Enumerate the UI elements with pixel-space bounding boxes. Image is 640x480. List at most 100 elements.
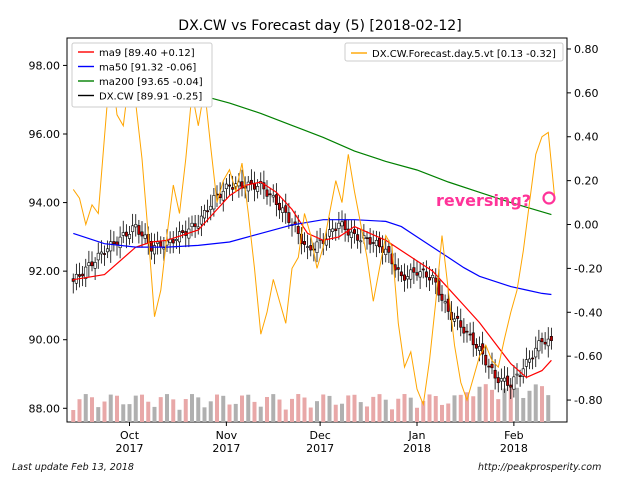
candle-body [315, 241, 319, 253]
volume-bar [208, 401, 213, 422]
volume-bar [427, 394, 432, 422]
candle-body [112, 241, 116, 245]
candle-body [487, 365, 491, 368]
volume-bar [90, 397, 94, 422]
volume-bar [127, 404, 132, 422]
volume-bar [183, 399, 188, 422]
volume-bar [396, 398, 401, 422]
candle-body [406, 276, 410, 280]
candle-body [506, 375, 510, 386]
volume-bar [140, 394, 144, 422]
series-line-ma200 [191, 92, 552, 216]
candle-body [106, 248, 110, 253]
candle-body [462, 326, 466, 334]
candle-body [256, 186, 260, 192]
right-tick-label: -0.60 [574, 350, 602, 363]
series-layer [71, 59, 555, 407]
volume-bar [315, 401, 319, 422]
volume-bar [333, 404, 338, 422]
candle-body [324, 238, 328, 246]
footer-url: http://peakprosperity.com [478, 462, 602, 473]
candle-body [518, 375, 522, 377]
volume-bar [458, 394, 463, 422]
candle-body [384, 248, 388, 255]
volume-bar [508, 384, 513, 422]
left-tick-label: 94.00 [29, 197, 61, 210]
volume-bar [165, 394, 169, 422]
x-tick-year: 2017 [306, 442, 334, 455]
candle-body [221, 190, 225, 201]
volume-bar [433, 396, 438, 422]
candle-body [521, 368, 525, 377]
candle-body [512, 376, 516, 390]
candle-body [409, 269, 413, 280]
legend-left-box [71, 42, 213, 108]
volume-bar [277, 399, 282, 422]
candle-body [465, 330, 469, 333]
volume-bar [415, 407, 419, 422]
left-tick-label: 92.00 [29, 265, 61, 278]
volume-bar [440, 404, 444, 422]
candle-body [296, 226, 300, 234]
volume-bar [496, 399, 501, 422]
series-line-ma50 [73, 219, 552, 296]
volume-bar [108, 394, 113, 422]
candle-body [412, 267, 416, 273]
x-tick-month: Nov [216, 429, 238, 442]
candle-body [415, 272, 419, 276]
candle-body [337, 222, 341, 229]
candle-body [352, 229, 356, 234]
x-tick-month: Oct [120, 429, 140, 442]
candle-body [377, 238, 381, 248]
volume-bar [408, 397, 413, 422]
right-tick-label: 0.40 [574, 131, 599, 144]
x-tick-year: 2017 [116, 442, 144, 455]
candle-body [274, 194, 278, 206]
candle-body [193, 223, 197, 227]
candle-body [452, 318, 456, 322]
volume-bar [390, 409, 394, 422]
volume-bar [115, 395, 119, 422]
candle-body [128, 234, 132, 239]
candle-body [262, 182, 266, 190]
volume-bar [146, 401, 151, 422]
candle-body [84, 266, 88, 279]
volume-bar [340, 403, 344, 422]
right-tick-label: 0.00 [574, 219, 599, 232]
x-tick-month: Dec [309, 429, 330, 442]
candle-body [540, 338, 544, 343]
candle-body [306, 246, 310, 248]
volume-bar [446, 403, 451, 422]
candle-body [249, 179, 253, 184]
candle-body [374, 239, 378, 247]
candle-body [109, 241, 113, 252]
volume-bar [377, 394, 382, 422]
candle-body [90, 261, 94, 267]
candle-body [340, 221, 344, 227]
candle-body [399, 271, 403, 277]
legend-left-label: ma9 [89.40 +0.12] [99, 48, 195, 59]
volume-bar [452, 395, 457, 422]
candle-body [327, 229, 331, 237]
volume-bar [290, 398, 294, 422]
candle-body [543, 341, 547, 345]
candle-body [302, 241, 306, 245]
candle-body [78, 274, 82, 277]
candle-body [468, 333, 472, 336]
candle-body [199, 215, 203, 225]
volume-bar [133, 395, 138, 422]
volume-bar [421, 400, 426, 422]
volume-bar [296, 394, 301, 422]
candle-body [474, 344, 478, 349]
candle-body [431, 274, 435, 279]
candle-body [224, 183, 228, 190]
candle-body [171, 239, 175, 244]
candle-body [437, 280, 441, 296]
candle-body [209, 205, 213, 210]
candle-body [356, 234, 360, 241]
candle-body [424, 271, 428, 278]
volume-bar [352, 394, 357, 422]
candle-body [87, 262, 91, 267]
candle-body [484, 354, 488, 366]
legend-left-label: ma200 [93.65 -0.04] [99, 77, 203, 88]
